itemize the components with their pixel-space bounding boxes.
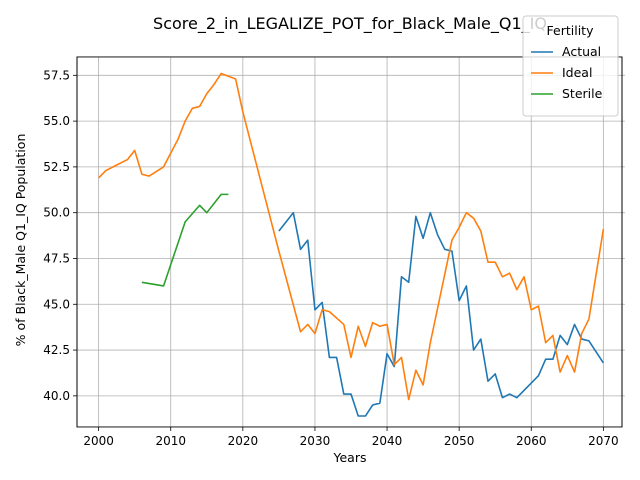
y-tick-label: 52.5 (43, 160, 70, 174)
series-line-actual (278, 211, 605, 417)
y-tick-label: 55.0 (43, 114, 70, 128)
x-tick-label: 2010 (155, 434, 186, 448)
grid-lines (77, 57, 625, 427)
legend-items: Actual Ideal Sterile (531, 44, 603, 101)
y-tick-label: 50.0 (43, 206, 70, 220)
x-axis-ticks: 2000 2010 2020 2030 2040 2050 2060 2070 (83, 427, 619, 448)
y-tick-label: 45.0 (43, 297, 70, 311)
x-axis-label: Years (333, 450, 367, 465)
legend-label: Sterile (562, 86, 603, 101)
x-tick-label: 2070 (588, 434, 619, 448)
y-tick-label: 40.0 (43, 389, 70, 403)
legend-title: Fertility (547, 23, 595, 38)
x-tick-label: 2030 (300, 434, 331, 448)
series-lines (98, 72, 605, 417)
series-line-ideal (98, 72, 605, 401)
x-tick-label: 2040 (372, 434, 403, 448)
legend-label: Ideal (562, 65, 592, 80)
legend: Fertility Actual Ideal Sterile (522, 15, 619, 117)
y-axis-ticks: 40.0 42.5 45.0 47.5 50.0 52.5 55.0 57.5 (43, 68, 77, 403)
legend-label: Actual (562, 44, 601, 59)
x-tick-label: 2020 (228, 434, 259, 448)
legend-box (522, 15, 619, 117)
x-tick-label: 2000 (83, 434, 114, 448)
y-tick-label: 47.5 (43, 251, 70, 265)
x-tick-label: 2050 (444, 434, 475, 448)
chart-title: Score_2_in_LEGALIZE_POT_for_Black_Male_Q… (153, 14, 547, 34)
plot-area-frame (76, 56, 623, 428)
x-tick-label: 2060 (516, 434, 547, 448)
y-tick-label: 42.5 (43, 343, 70, 357)
series-line-sterile (141, 193, 229, 287)
y-axis-label: % of Black_Male Q1_IQ Population (13, 134, 28, 347)
y-tick-label: 57.5 (43, 68, 70, 82)
